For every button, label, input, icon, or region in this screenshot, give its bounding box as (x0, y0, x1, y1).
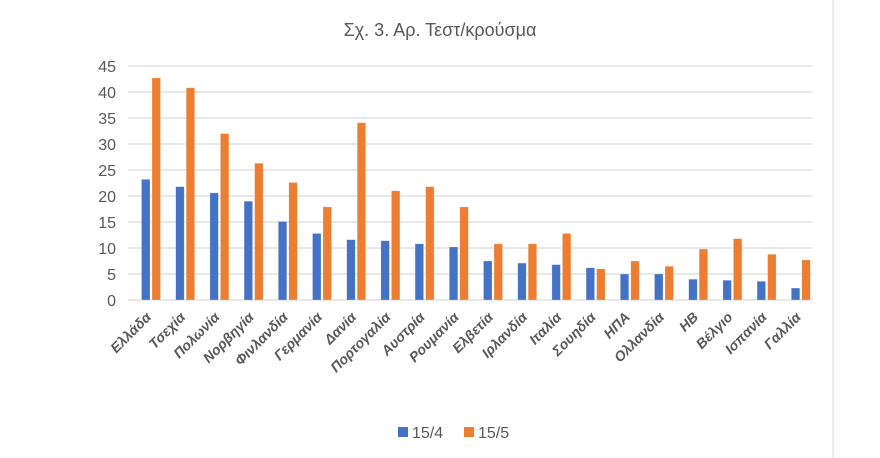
legend-swatch (398, 427, 408, 437)
y-tick-label: 30 (98, 137, 116, 154)
y-tick-label: 15 (98, 215, 116, 232)
bar-15-5 (254, 162, 264, 301)
bar-15-4 (722, 279, 732, 301)
bar-15-4 (277, 221, 288, 301)
bar-15-5 (733, 238, 743, 301)
y-tick-label: 25 (98, 163, 116, 180)
bar-15-5 (151, 77, 161, 301)
bar-15-5 (459, 206, 469, 301)
y-tick-label: 45 (98, 59, 116, 76)
bar-15-4 (243, 200, 253, 301)
legend-swatch (464, 427, 474, 437)
bar-15-4 (346, 239, 356, 301)
bar-15-4 (141, 179, 151, 301)
bar-15-4 (312, 233, 322, 301)
bar-15-4 (619, 273, 630, 301)
bar-15-5 (664, 265, 674, 301)
x-tick-label: Ελλάδα (107, 308, 155, 356)
bar-15-4 (756, 280, 766, 301)
x-tick-label: Γαλλία (761, 308, 805, 352)
y-tick-label: 5 (107, 267, 116, 284)
y-tick-label: 35 (98, 111, 116, 128)
bar-15-5 (322, 206, 332, 301)
bar-15-4 (414, 243, 424, 301)
bar-15-5 (630, 260, 640, 301)
y-tick-label: 20 (98, 189, 116, 206)
bar-15-5 (391, 190, 401, 301)
bar-15-5 (767, 253, 777, 301)
bar-15-4 (551, 264, 561, 301)
bar-15-4 (175, 186, 185, 301)
y-tick-label: 10 (98, 241, 116, 258)
bar-15-4 (654, 273, 664, 301)
bar-15-4 (380, 240, 390, 301)
bar-15-4 (688, 278, 698, 301)
bar-15-5 (425, 186, 435, 301)
bar-15-5 (288, 182, 298, 301)
bar-15-4 (209, 192, 219, 301)
bar-15-5 (493, 243, 503, 301)
legend-label: 15/4 (412, 425, 443, 442)
bar-15-4 (483, 260, 493, 301)
bar-15-5 (698, 248, 709, 301)
bar-15-4 (585, 267, 595, 301)
bar-15-5 (220, 133, 230, 301)
y-tick-label: 0 (107, 293, 116, 310)
bar-15-5 (801, 259, 811, 301)
legend-label: 15/5 (478, 425, 509, 442)
bar-15-4 (517, 262, 527, 301)
y-tick-label: 40 (98, 85, 116, 102)
x-tick-label: ΗΒ (676, 309, 702, 335)
bar-15-5 (356, 122, 367, 301)
bar-15-5 (562, 233, 572, 301)
bar-15-4 (790, 287, 801, 301)
bar-15-5 (185, 87, 195, 301)
bar-15-4 (448, 246, 459, 301)
bar-15-5 (527, 243, 538, 301)
bar-15-5 (596, 268, 606, 301)
chart-title: Σχ. 3. Αρ. Τεστ/κρούσμα (344, 20, 537, 40)
